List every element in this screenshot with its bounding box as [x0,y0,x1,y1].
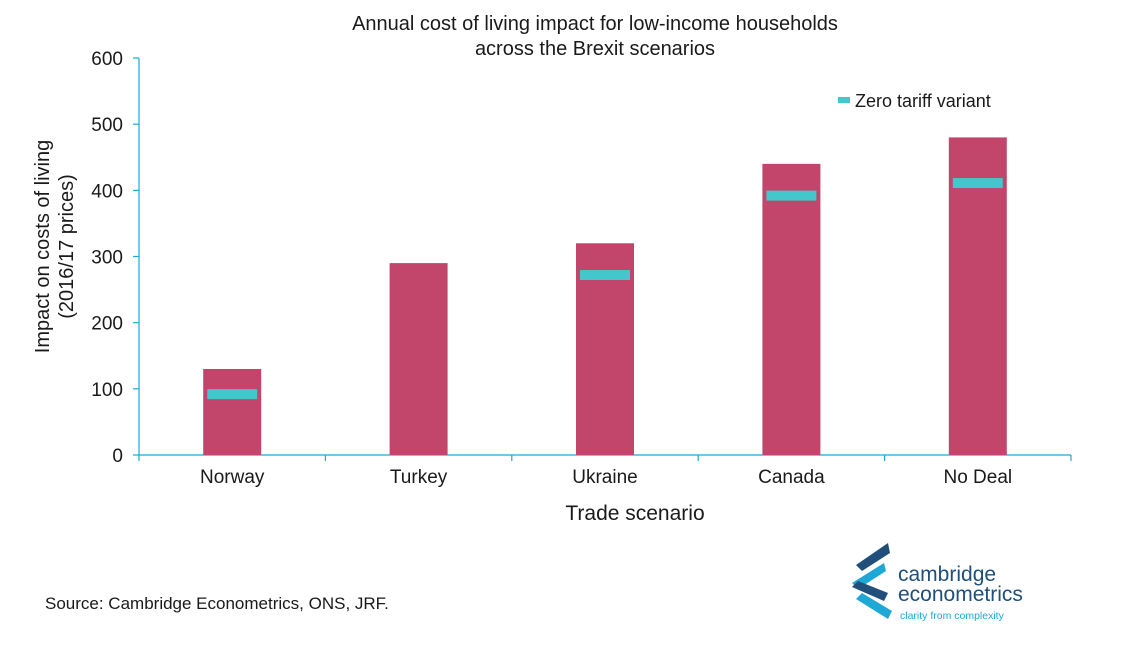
logo-mark-icon [852,543,892,619]
zero-tariff-marker-ukraine [580,270,630,281]
chart-title-line-1: Annual cost of living impact for low-inc… [352,13,838,35]
y-tick-label: 300 [91,248,123,269]
x-tick-label: Turkey [390,467,448,488]
zero-tariff-marker-norway [207,389,258,400]
bar-no-deal [948,137,1007,455]
x-tick-label: Canada [758,467,825,488]
zero-tariff-marker-canada [766,190,817,201]
x-tick-label: No Deal [943,467,1012,488]
y-tick-label: 100 [91,380,123,401]
source-note: Source: Cambridge Econometrics, ONS, JRF… [45,594,389,613]
legend-label-zero-tariff: Zero tariff variant [855,91,991,111]
x-axis-title: Trade scenario [565,502,704,525]
y-tick-label: 400 [91,181,123,202]
logo-wordmark-line-1: cambridge [898,563,997,586]
y-axis-title-line-1: Impact on costs of living [32,140,54,353]
chart-title-line-2: across the Brexit scenarios [474,38,716,60]
legend-swatch-zero-tariff [838,97,850,103]
y-tick-label: 600 [91,49,123,70]
y-tick-label: 500 [91,115,123,136]
bar-norway [203,368,262,455]
y-tick-label: 0 [112,446,123,467]
y-tick-label: 200 [91,314,123,335]
x-tick-label: Ukraine [572,467,637,488]
y-axis-title-line-2: (2016/17 prices) [56,174,78,319]
company-logo: cambridge econometrics clarity from comp… [848,541,1088,623]
logo-wordmark-line-2: econometrics [898,583,1023,606]
logo-tagline: clarity from complexity [900,610,1004,622]
bar-turkey [389,263,448,455]
zero-tariff-marker-no-deal [952,178,1003,189]
bar-canada [762,163,821,455]
x-tick-label: Norway [200,467,265,488]
